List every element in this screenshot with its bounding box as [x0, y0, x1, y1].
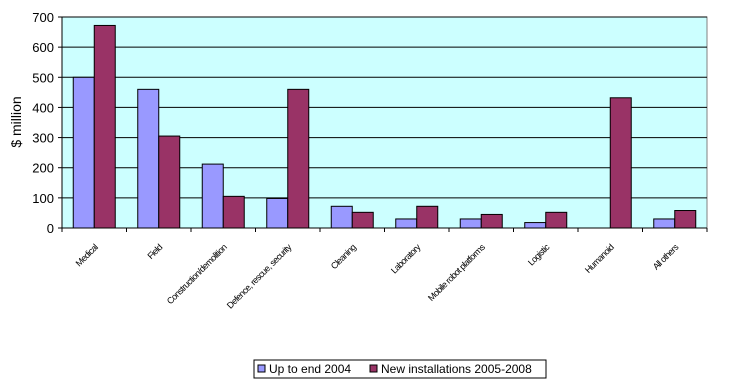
y-tick-label: 200: [32, 161, 54, 176]
y-axis-tick-labels: 0 100 200 300 400 500 600 700: [32, 10, 62, 236]
y-tick-label: 400: [32, 100, 54, 115]
bar-2: [416, 205, 439, 229]
bars: [72, 24, 697, 229]
x-tick-label: Humanoid: [583, 242, 616, 275]
y-tick-label: 100: [32, 191, 54, 206]
bar-2: [480, 213, 503, 229]
x-tick-label: Laboratory: [389, 242, 423, 276]
y-tick-label: 300: [32, 131, 54, 146]
bar-2: [674, 210, 697, 229]
bar-1: [653, 218, 676, 229]
legend-label-series-1: Up to end 2004: [269, 362, 351, 376]
x-tick-label: Field: [145, 242, 164, 261]
bar-1: [395, 218, 418, 229]
y-tick-label: 700: [32, 10, 54, 25]
bar-2: [158, 135, 181, 229]
x-tick-label: Construction/demolition: [165, 242, 229, 306]
x-tick-label: Defence, rescue, security: [225, 242, 294, 311]
legend-swatch-series-1: [257, 364, 266, 373]
legend-swatch-series-2: [369, 364, 378, 373]
bar-1: [137, 88, 160, 229]
legend-box: [253, 359, 547, 379]
legend: Up to end 2004 New installations 2005-20…: [253, 359, 547, 379]
x-tick-label: Mobile robot platforms: [426, 242, 487, 303]
bar-1: [330, 205, 353, 229]
x-tick-label: All others: [651, 242, 681, 272]
bar-2: [351, 211, 374, 229]
bar-1: [524, 222, 547, 229]
y-axis-label: $ million: [8, 96, 24, 147]
x-tick-label: Cleaning: [329, 242, 358, 271]
bar-2: [545, 211, 568, 229]
bar-2: [222, 195, 245, 229]
x-axis-tick-labels: Medical Field Construction/demolitionDefen…: [61, 228, 708, 311]
bar-1: [459, 218, 482, 229]
bar-2: [287, 88, 310, 229]
x-tick-label: Medical: [74, 242, 100, 268]
bar-2: [93, 24, 116, 229]
legend-label-series-2: New installations 2005-2008: [381, 362, 532, 376]
bar-2: [609, 97, 632, 229]
bar-1: [72, 76, 95, 229]
bar-1: [201, 163, 224, 229]
bar-1: [266, 197, 289, 229]
y-tick-label: 500: [32, 70, 54, 85]
y-tick-label: 600: [32, 40, 54, 55]
y-tick-label: 0: [47, 221, 54, 236]
x-tick-label: Logistic: [526, 242, 552, 268]
